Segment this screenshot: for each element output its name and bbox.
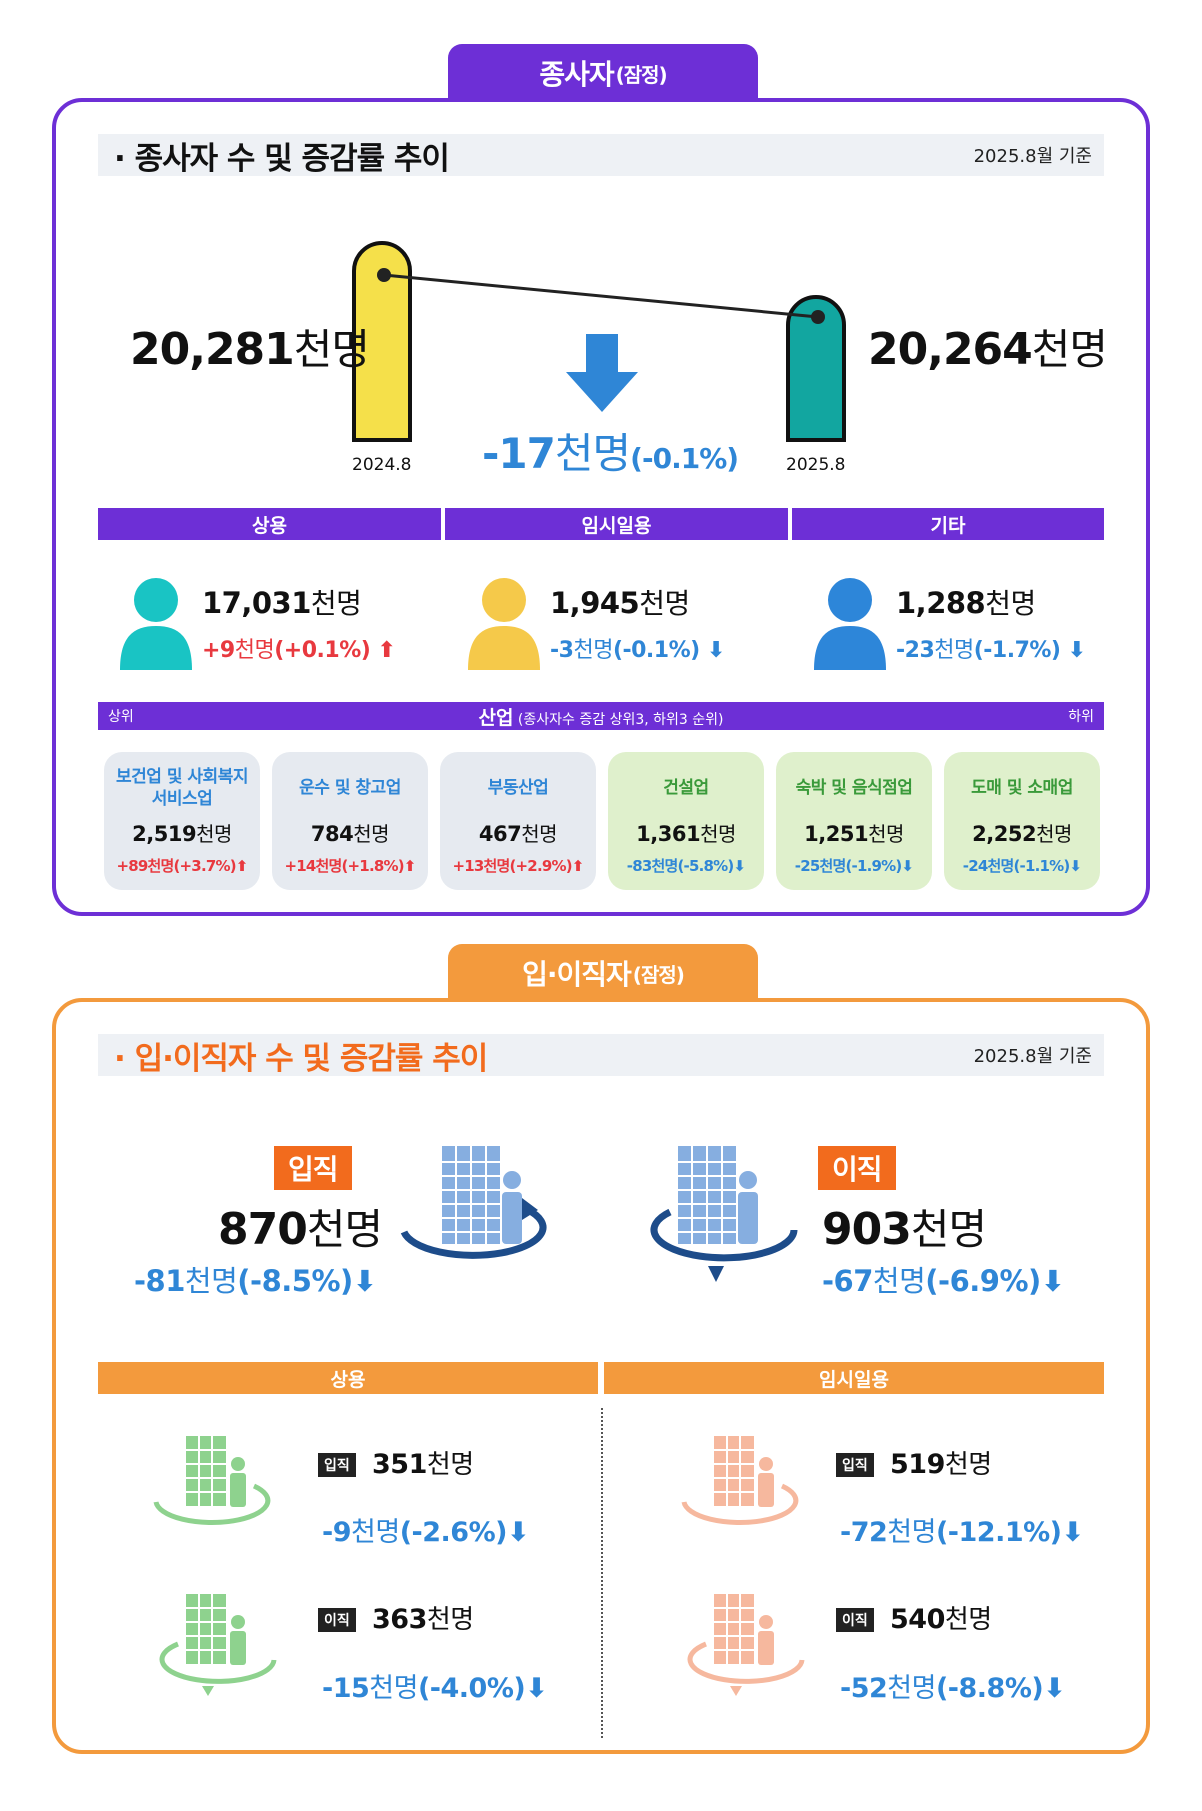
category-bar-temporary: 임시일용 (445, 508, 788, 540)
section2-title: · 입·이직자 수 및 증감률 추이 (114, 1040, 488, 1077)
section1-tab-suffix: (잠정) (615, 62, 668, 87)
pillar-2024 (352, 241, 412, 442)
building-separation-icon (159, 1594, 277, 1696)
building-hire-icon (681, 1436, 799, 1525)
regular-hire-value: 351천명 (372, 1449, 474, 1480)
building-separation-icon (687, 1594, 805, 1696)
industry-card: 부동산업 467천명 +13천명(+2.9%)⬆ (440, 752, 596, 890)
industry-card: 건설업 1,361천명 -83천명(-5.8%)⬇ (608, 752, 764, 890)
industry-card: 도매 및 소매업 2,252천명 -24천명(-1.1%)⬇ (944, 752, 1100, 890)
separation-label: 이직 (818, 1146, 896, 1190)
employee-trend-graphic (352, 241, 846, 442)
regular-hire-change: -9천명(-2.6%)⬇ (322, 1517, 530, 1548)
building-hire-icon (153, 1436, 271, 1525)
industry-bar-bottom-label: 하위 (1068, 709, 1094, 725)
section2-tab-suffix: (잠정) (632, 962, 685, 987)
section2-tab-label: 입·이직자 (522, 958, 632, 991)
temporary-sep-change: -52천명(-8.8%)⬇ (840, 1673, 1066, 1704)
person-icon (120, 578, 192, 670)
person-icon (468, 578, 540, 670)
other-change: -23천명(-1.7%) ⬇ (896, 638, 1086, 663)
regular-bar: 상용 (98, 1362, 598, 1394)
section1-date: 2025.8월 기준 (973, 146, 1092, 167)
section1-tab-label: 종사자 (539, 58, 614, 91)
employees-change: -17천명(-0.1%) (482, 429, 739, 478)
section2-header: · 입·이직자 수 및 증감률 추이 2025.8월 기준 (98, 1034, 1104, 1077)
regular-hire-tag: 입직 (318, 1453, 356, 1477)
section1-tab: 종사자 (잠정) (448, 44, 758, 102)
section2-tab: 입·이직자 (잠정) (448, 944, 758, 1002)
section1-title: · 종사자 수 및 증감률 추이 (114, 140, 450, 177)
industry-card: 운수 및 창고업 784천명 +14천명(+1.8%)⬆ (272, 752, 428, 890)
separation-value: 903천명 (822, 1204, 987, 1255)
temporary-hire-change: -72천명(-12.1%)⬇ (840, 1517, 1084, 1548)
category-bar-other: 기타 (792, 508, 1104, 540)
column-divider (601, 1408, 603, 1738)
employees-2024: 20,281천명 (130, 324, 370, 375)
temporary-value: 1,945천명 (550, 586, 690, 620)
industry-bar: 상위 산업 (종사자수 증감 상위3, 하위3 순위) 하위 (98, 702, 1104, 730)
building-separation-icon (650, 1146, 798, 1282)
temporary-hire-value: 519천명 (890, 1449, 992, 1480)
regular-sep-value: 363천명 (372, 1604, 474, 1635)
regular-change: +9천명(+0.1%) ⬆ (202, 638, 396, 663)
temporary-sep-tag: 이직 (836, 1608, 874, 1632)
trend-line (383, 273, 819, 319)
separation-change: -67천명(-6.9%)⬇ (822, 1264, 1065, 1298)
other-value: 1,288천명 (896, 586, 1036, 620)
category-bar-regular: 상용 (98, 508, 441, 540)
industry-bar-top-label: 상위 (108, 709, 134, 725)
employees-2025: 20,264천명 (868, 324, 1108, 375)
section2-date: 2025.8월 기준 (973, 1046, 1092, 1067)
temporary-change: -3천명(-0.1%) ⬇ (550, 638, 725, 663)
temporary-bar: 임시일용 (604, 1362, 1104, 1394)
temporary-sep-value: 540천명 (890, 1604, 992, 1635)
person-icon (814, 578, 886, 670)
hire-change: -81천명(-8.5%)⬇ (134, 1264, 377, 1298)
arrow-down-icon (566, 334, 638, 412)
year-2025-label: 2025.8 (786, 455, 846, 475)
regular-sep-change: -15천명(-4.0%)⬇ (322, 1673, 548, 1704)
section1-header: · 종사자 수 및 증감률 추이 2025.8월 기준 (98, 134, 1104, 177)
temporary-hire-tag: 입직 (836, 1453, 874, 1477)
building-hire-icon (400, 1146, 547, 1259)
hire-label: 입직 (274, 1146, 352, 1190)
industry-card: 보건업 및 사회복지 서비스업 2,519천명 +89천명(+3.7%)⬆ (104, 752, 260, 890)
hire-value: 870천명 (218, 1204, 383, 1255)
regular-sep-tag: 이직 (318, 1608, 356, 1632)
industry-bar-title: 산업 (종사자수 증감 상위3, 하위3 순위) (478, 706, 724, 729)
industry-card: 숙박 및 음식점업 1,251천명 -25천명(-1.9%)⬇ (776, 752, 932, 890)
year-2024-label: 2024.8 (352, 455, 412, 475)
regular-value: 17,031천명 (202, 586, 362, 620)
